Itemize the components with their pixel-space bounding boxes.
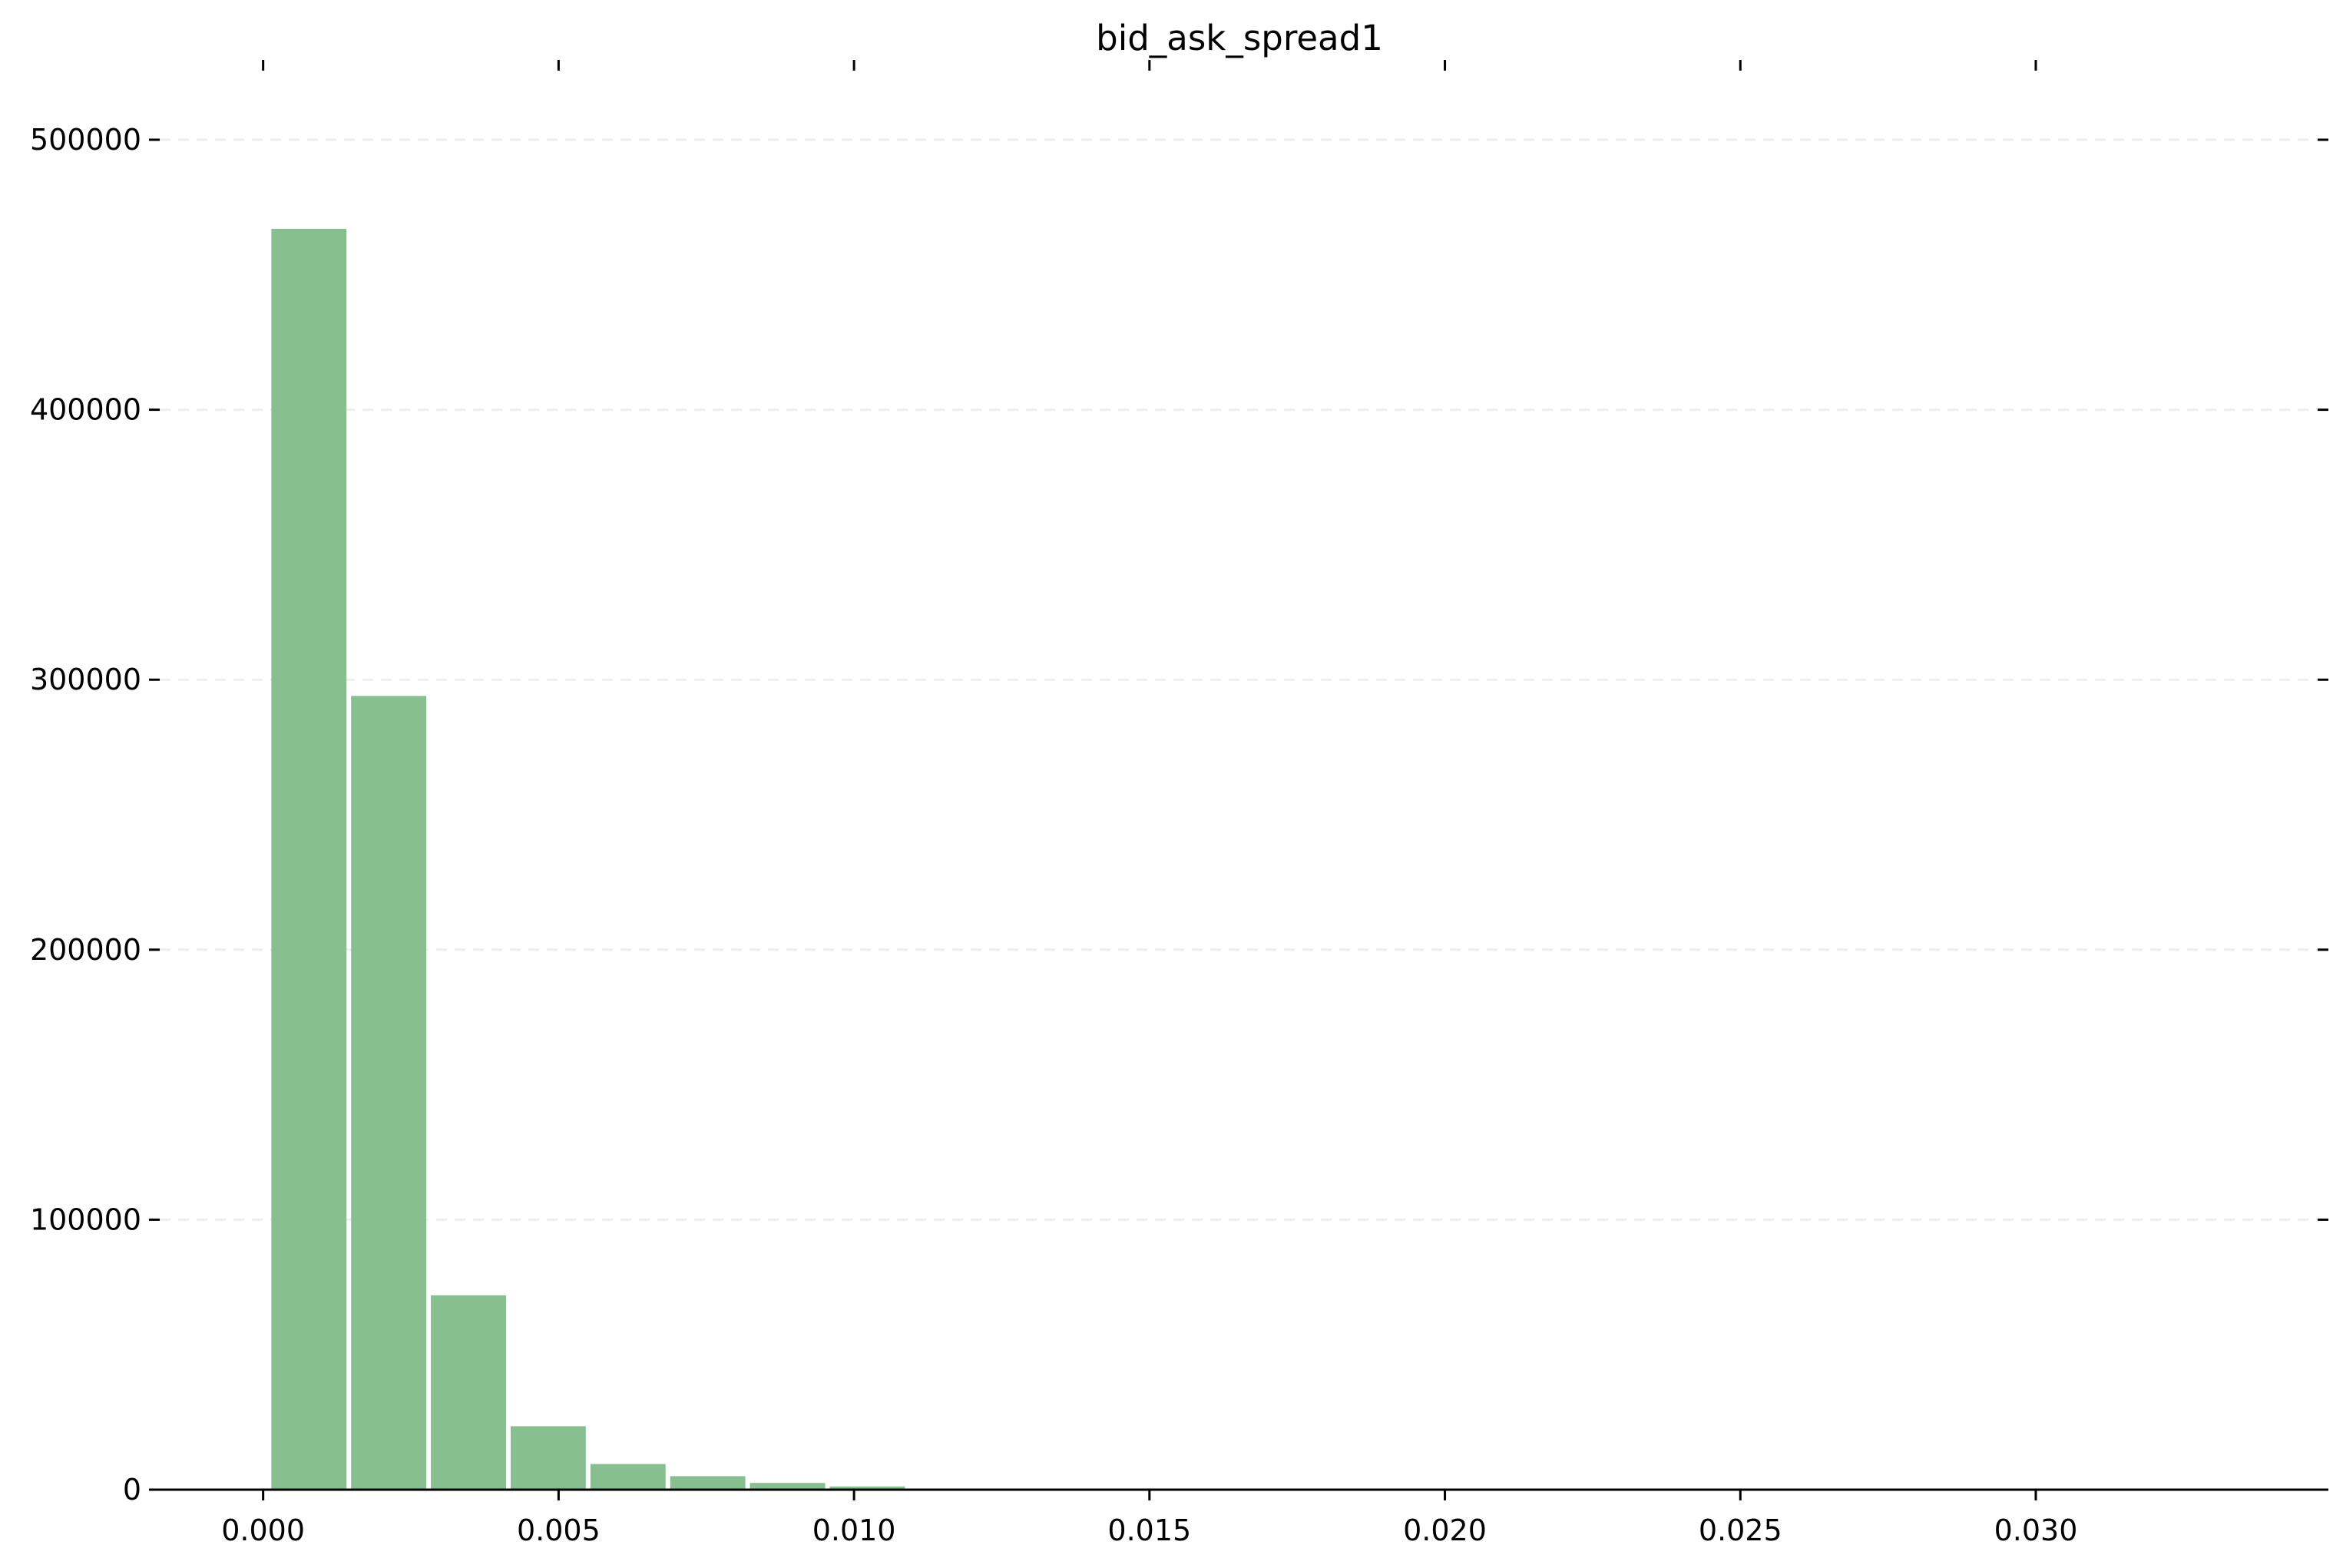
y-tick-label: 500000 bbox=[30, 123, 141, 157]
chart-title: bid_ask_spread1 bbox=[1096, 18, 1383, 58]
histogram-bar bbox=[590, 1464, 666, 1490]
histogram-bar bbox=[431, 1295, 506, 1490]
y-tick-label: 300000 bbox=[30, 663, 141, 696]
axes bbox=[149, 60, 2328, 1500]
histogram-bar bbox=[750, 1483, 826, 1490]
y-tick-label: 100000 bbox=[30, 1202, 141, 1236]
histogram-bar bbox=[271, 229, 347, 1490]
histogram-bar bbox=[829, 1486, 905, 1490]
histogram-bar bbox=[670, 1476, 746, 1490]
x-tick-label: 0.020 bbox=[1403, 1513, 1487, 1547]
y-tick-label: 200000 bbox=[30, 933, 141, 967]
x-tick-label: 0.010 bbox=[812, 1513, 896, 1547]
x-tick-label: 0.000 bbox=[221, 1513, 305, 1547]
histogram-bars bbox=[271, 229, 2262, 1490]
x-tick-label: 0.025 bbox=[1699, 1513, 1782, 1547]
tick-labels: 0.000 0.005 0.010 0.015 0.020 0.025 0.030 0 1000… bbox=[30, 123, 2077, 1547]
x-tick-label: 0.015 bbox=[1107, 1513, 1191, 1547]
y-tick-label: 400000 bbox=[30, 393, 141, 427]
x-tick-label: 0.005 bbox=[517, 1513, 601, 1547]
grid-lines bbox=[160, 138, 2318, 1221]
x-tick-label: 0.030 bbox=[1994, 1513, 2078, 1547]
y-tick-label: 0 bbox=[123, 1473, 141, 1507]
histogram-bar bbox=[510, 1426, 586, 1490]
histogram-bar bbox=[351, 696, 427, 1490]
